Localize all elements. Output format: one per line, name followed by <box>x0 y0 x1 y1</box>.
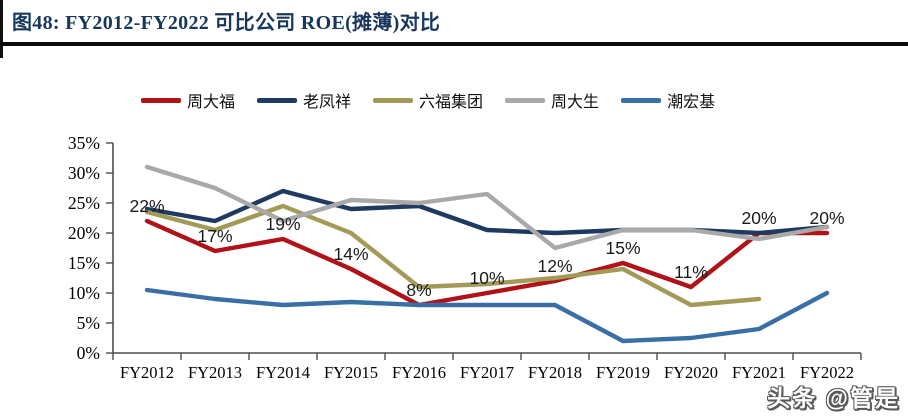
series-line-1 <box>144 188 830 236</box>
watermark: 头条 @管是 <box>767 385 900 411</box>
figure-title: 图48: FY2012-FY2022 可比公司 ROE(摊薄)对比 <box>12 12 441 34</box>
data-label: 15% <box>605 238 640 258</box>
x-axis-label: FY2020 <box>664 363 718 382</box>
x-axis-label: FY2017 <box>460 363 514 382</box>
data-label: 17% <box>197 226 232 246</box>
data-label: 11% <box>674 262 708 282</box>
data-label: 20% <box>809 208 844 228</box>
x-axis-label: FY2018 <box>528 363 582 382</box>
y-axis-label: 5% <box>77 313 100 333</box>
data-label: 12% <box>537 256 572 276</box>
data-label: 8% <box>406 280 431 300</box>
legend-line-swatch <box>505 97 546 103</box>
chart-legend: 周大福 老凤祥 六福集团 周大生 潮宏基 <box>141 88 715 112</box>
legend-item-4: 潮宏基 <box>621 88 715 112</box>
legend-item-3: 周大生 <box>505 88 599 112</box>
legend-line-swatch <box>373 97 414 103</box>
data-label: 22% <box>129 196 164 216</box>
series-line-2 <box>144 203 762 308</box>
data-label: 20% <box>741 208 776 228</box>
y-axis-label: 20% <box>68 223 100 243</box>
series-line-3 <box>144 164 830 251</box>
legend-label: 六福集团 <box>419 94 484 111</box>
x-axis-label: FY2015 <box>324 363 378 382</box>
y-axis-label: 15% <box>68 253 100 273</box>
legend-item-0: 周大福 <box>141 88 235 112</box>
x-axis-label: FY2019 <box>596 363 650 382</box>
y-axis-label: 30% <box>68 163 100 183</box>
x-axis-label: FY2014 <box>256 363 310 382</box>
y-axis-label: 35% <box>68 133 100 153</box>
legend-line-swatch <box>621 97 662 103</box>
x-axis-label: FY2012 <box>120 363 174 382</box>
series-line-4 <box>144 287 830 344</box>
x-axis-label: FY2022 <box>800 363 854 382</box>
y-axis-label: 0% <box>77 343 100 363</box>
legend-item-2: 六福集团 <box>373 88 483 112</box>
x-axis-label: FY2021 <box>732 363 786 382</box>
data-label: 14% <box>333 244 368 264</box>
legend-line-swatch <box>257 97 298 103</box>
legend-item-1: 老凤祥 <box>257 88 351 112</box>
legend-label: 周大生 <box>551 94 600 111</box>
y-axis-label: 10% <box>68 283 100 303</box>
x-axis-label: FY2016 <box>392 363 446 382</box>
legend-label: 老凤祥 <box>303 94 352 111</box>
data-label: 10% <box>469 268 504 288</box>
x-axis-label: FY2013 <box>188 363 242 382</box>
series-line-0 <box>144 218 830 308</box>
legend-label: 潮宏基 <box>667 94 716 111</box>
y-axis-label: 25% <box>68 193 100 213</box>
legend-label: 周大福 <box>187 94 236 111</box>
data-label: 19% <box>265 214 300 234</box>
legend-line-swatch <box>141 97 181 103</box>
title-divider <box>0 42 908 46</box>
left-border-bar <box>0 0 3 58</box>
